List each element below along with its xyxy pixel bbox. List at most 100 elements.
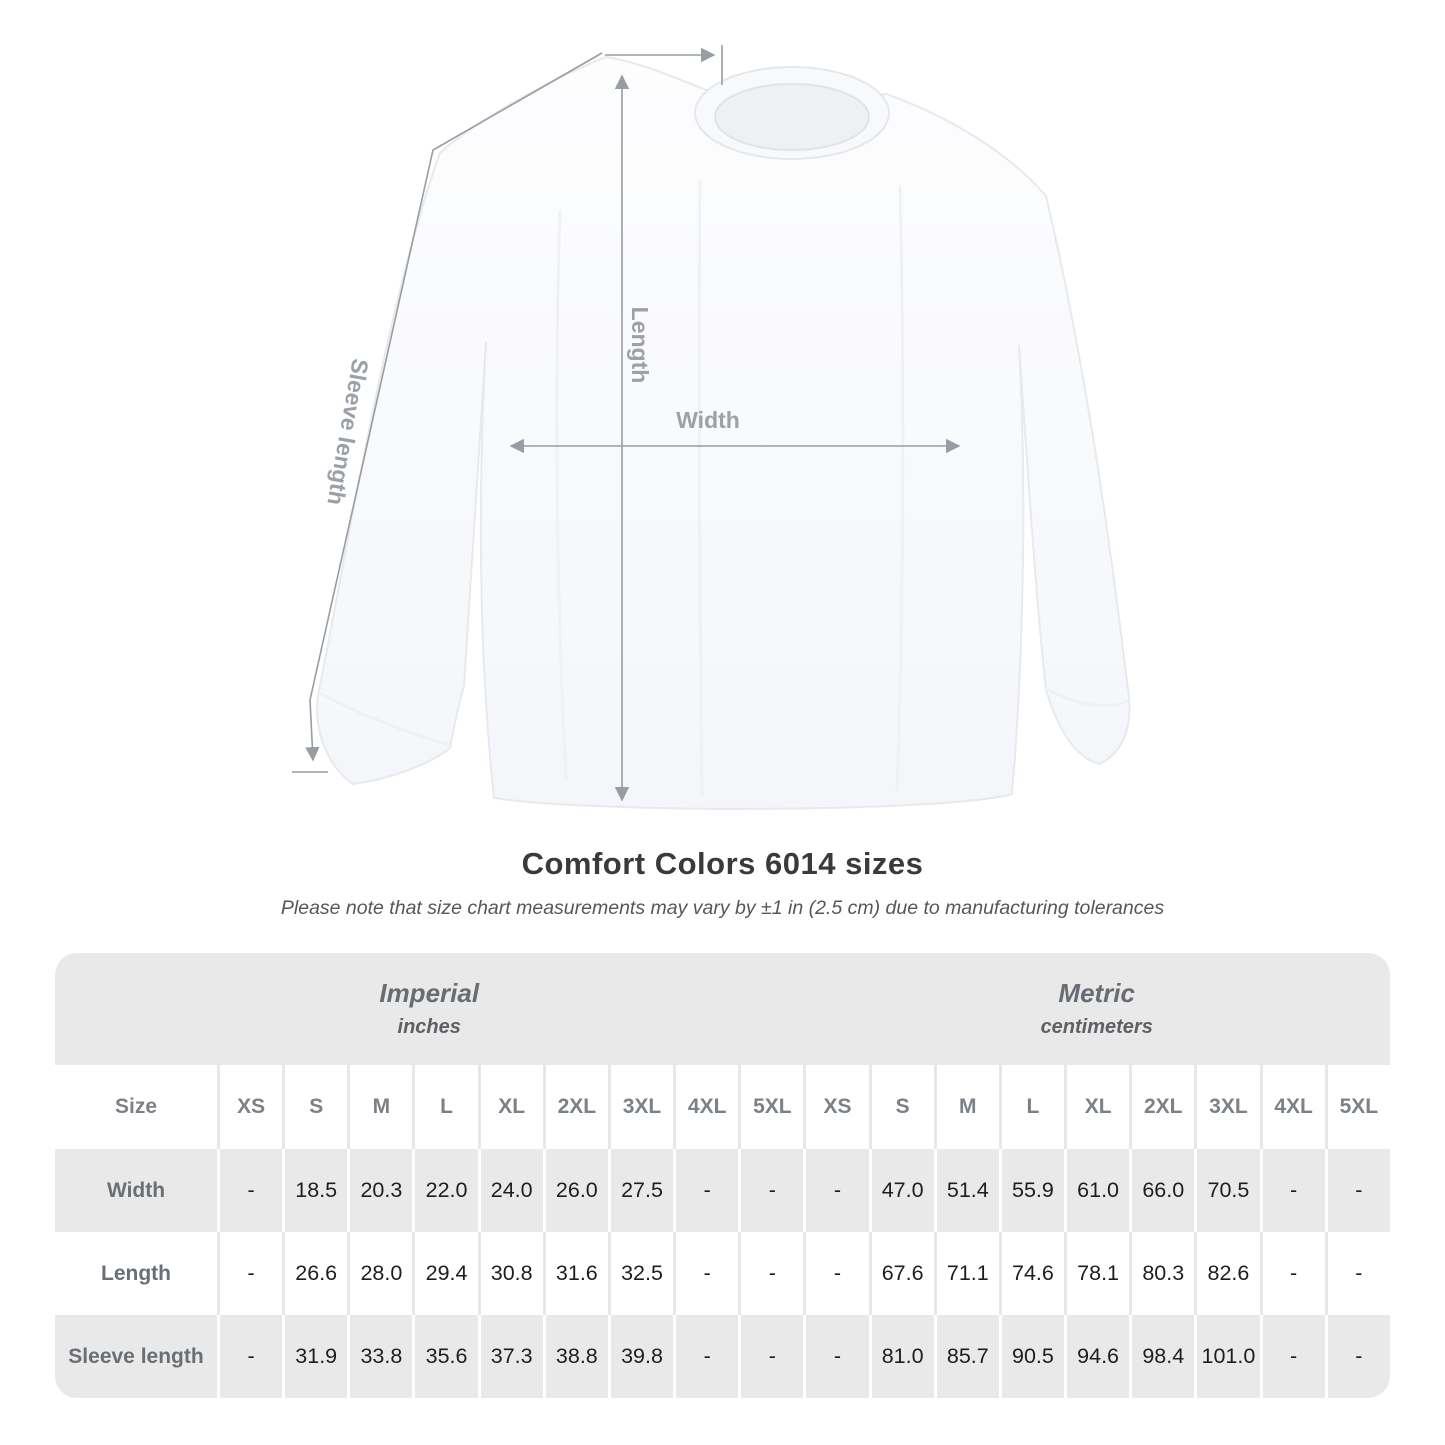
imperial-label: Imperial xyxy=(379,978,480,1009)
length-label: Length xyxy=(627,307,653,384)
value-cell: - xyxy=(1324,1149,1390,1232)
sleeve-length-arrow xyxy=(305,52,603,762)
size-col-imperial-4xl: 4XL xyxy=(673,1065,739,1149)
page-title: Comfort Colors 6014 sizes xyxy=(521,846,924,881)
value-cell: - xyxy=(1324,1232,1390,1315)
value-cell: 20.3 xyxy=(347,1149,413,1232)
value-cell: 37.3 xyxy=(477,1315,543,1398)
size-col-metric-s: S xyxy=(868,1065,934,1149)
value-cell: - xyxy=(217,1315,283,1398)
value-cell: 32.5 xyxy=(607,1232,674,1315)
value-cell: - xyxy=(1259,1232,1325,1315)
table-row: Width -18.5 20.3 22.0 24.0 26.0 27.5- - -47.0 51.… xyxy=(55,1149,1390,1232)
imperial-section-header: Imperial inches xyxy=(55,953,804,1065)
value-cell: 82.6 xyxy=(1194,1232,1260,1315)
size-col-imperial-2xl: 2XL xyxy=(542,1065,608,1149)
value-cell: 39.8 xyxy=(607,1315,674,1398)
value-cell: 31.6 xyxy=(542,1232,608,1315)
value-cell: - xyxy=(803,1315,869,1398)
size-col-metric-m: M xyxy=(933,1065,999,1149)
size-col-metric-2xl: 2XL xyxy=(1129,1065,1195,1149)
size-header-row: Size XS S M L XL 2XL 3XL 4XL 5XL XS S M L XL 2XL 3XL 4XL… xyxy=(55,1065,1390,1149)
table-body: Width -18.5 20.3 22.0 24.0 26.0 27.5- - -47.0 51.… xyxy=(55,1149,1390,1398)
width-label: Width xyxy=(676,407,740,433)
size-col-imperial-m: M xyxy=(347,1065,413,1149)
value-cell: - xyxy=(738,1232,804,1315)
row-label: Width xyxy=(55,1149,217,1232)
value-cell: 81.0 xyxy=(868,1315,934,1398)
value-cell: 28.0 xyxy=(347,1232,413,1315)
metric-section-header: Metric centimeters xyxy=(803,953,1390,1065)
value-cell: - xyxy=(673,1149,739,1232)
size-table: Imperial inches Metric centimeters Size … xyxy=(55,953,1390,1398)
value-cell: 26.6 xyxy=(282,1232,348,1315)
value-cell: - xyxy=(738,1315,804,1398)
imperial-sublabel: inches xyxy=(397,1015,461,1038)
value-cell: 30.8 xyxy=(477,1232,543,1315)
metric-label: Metric xyxy=(1058,978,1135,1009)
value-cell: 38.8 xyxy=(542,1315,608,1398)
row-label: Sleeve length xyxy=(55,1315,217,1398)
value-cell: 26.0 xyxy=(542,1149,608,1232)
size-col-metric-xs: XS xyxy=(803,1065,869,1149)
value-cell: 90.5 xyxy=(998,1315,1065,1398)
size-col-imperial-3xl: 3XL xyxy=(607,1065,674,1149)
row-label: Length xyxy=(55,1232,217,1315)
size-col-metric-xl: XL xyxy=(1064,1065,1130,1149)
value-cell: - xyxy=(803,1149,869,1232)
value-cell: 22.0 xyxy=(412,1149,478,1232)
value-cell: 27.5 xyxy=(607,1149,674,1232)
value-cell: 47.0 xyxy=(868,1149,934,1232)
measurement-lines xyxy=(292,45,961,802)
size-col-imperial-5xl: 5XL xyxy=(738,1065,804,1149)
shirt-collar xyxy=(694,66,890,160)
size-table-container: Imperial inches Metric centimeters Size … xyxy=(55,953,1390,1398)
metric-sublabel: centimeters xyxy=(1040,1015,1153,1038)
fabric-creases xyxy=(319,179,1129,797)
shirt-diagram: Length Width Sleeve length xyxy=(292,45,1131,810)
value-cell: - xyxy=(803,1232,869,1315)
value-cell: 70.5 xyxy=(1194,1149,1260,1232)
size-col-imperial-xs: XS xyxy=(217,1065,283,1149)
shirt-silhouette xyxy=(316,55,1131,810)
value-cell: 80.3 xyxy=(1129,1232,1195,1315)
size-header-label: Size xyxy=(55,1065,217,1149)
size-col-metric-5xl: 5XL xyxy=(1324,1065,1390,1149)
size-col-metric-4xl: 4XL xyxy=(1259,1065,1325,1149)
value-cell: 94.6 xyxy=(1064,1315,1130,1398)
value-cell: 24.0 xyxy=(477,1149,543,1232)
value-cell: 101.0 xyxy=(1194,1315,1260,1398)
value-cell: - xyxy=(217,1149,283,1232)
size-col-metric-3xl: 3XL xyxy=(1194,1065,1260,1149)
value-cell: - xyxy=(1324,1315,1390,1398)
table-row: Length -26.6 28.0 29.4 30.8 31.6 32.5- - -67.6 71… xyxy=(55,1232,1390,1315)
size-col-imperial-xl: XL xyxy=(477,1065,543,1149)
value-cell: 71.1 xyxy=(933,1232,999,1315)
value-cell: 98.4 xyxy=(1129,1315,1195,1398)
table-row: Sleeve length -31.9 33.8 35.6 37.3 38.8 39.8- -… xyxy=(55,1315,1390,1398)
size-col-metric-l: L xyxy=(998,1065,1065,1149)
value-cell: 29.4 xyxy=(412,1232,478,1315)
value-cell: 61.0 xyxy=(1064,1149,1130,1232)
size-col-imperial-l: L xyxy=(412,1065,478,1149)
value-cell: - xyxy=(1259,1315,1325,1398)
value-cell: 33.8 xyxy=(347,1315,413,1398)
value-cell: 55.9 xyxy=(998,1149,1065,1232)
value-cell: 18.5 xyxy=(282,1149,348,1232)
value-cell: 78.1 xyxy=(1064,1232,1130,1315)
value-cell: 51.4 xyxy=(933,1149,999,1232)
value-cell: 74.6 xyxy=(998,1232,1065,1315)
value-cell: 85.7 xyxy=(933,1315,999,1398)
units-header-row: Imperial inches Metric centimeters xyxy=(55,953,1390,1065)
value-cell: - xyxy=(673,1232,739,1315)
value-cell: - xyxy=(217,1232,283,1315)
value-cell: 35.6 xyxy=(412,1315,478,1398)
size-col-imperial-s: S xyxy=(282,1065,348,1149)
value-cell: 31.9 xyxy=(282,1315,348,1398)
value-cell: 66.0 xyxy=(1129,1149,1195,1232)
value-cell: - xyxy=(1259,1149,1325,1232)
page-subtitle: Please note that size chart measurements… xyxy=(280,897,1165,919)
value-cell: - xyxy=(738,1149,804,1232)
value-cell: - xyxy=(673,1315,739,1398)
